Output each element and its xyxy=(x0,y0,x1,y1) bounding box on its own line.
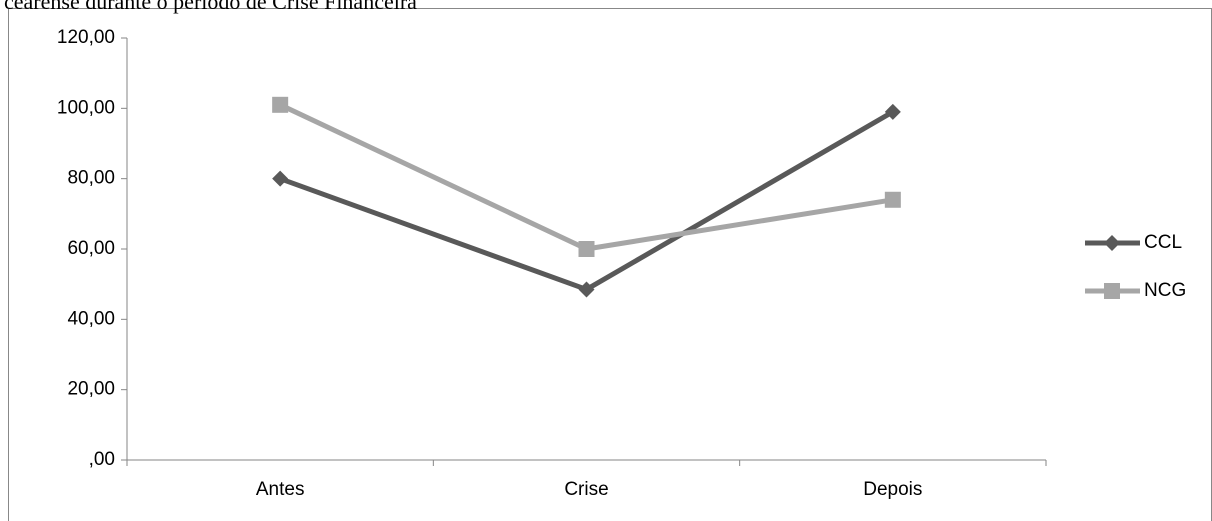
point xyxy=(272,170,289,187)
legend-marker xyxy=(1104,283,1120,299)
y-tick-label: 80,00 xyxy=(67,168,115,189)
x-tick-label: Depois xyxy=(863,479,922,500)
y-tick-label: 100,00 xyxy=(57,97,115,118)
point xyxy=(272,96,289,113)
x-tick-label: Antes xyxy=(256,479,305,500)
y-tick-label: 40,00 xyxy=(67,308,115,329)
legend-label: CCL xyxy=(1144,232,1182,253)
y-tick-label: ,00 xyxy=(89,449,115,470)
caption: cearense durante o período de Crise Fina… xyxy=(4,0,417,14)
chart-frame xyxy=(8,8,1212,521)
point xyxy=(578,241,595,257)
legend-marker xyxy=(1104,235,1120,251)
point xyxy=(884,191,901,208)
point xyxy=(884,103,901,120)
y-tick-label: 60,00 xyxy=(67,238,115,259)
x-tick-label: Crise xyxy=(564,479,608,500)
legend-label: NCG xyxy=(1144,280,1186,301)
y-tick-label: 20,00 xyxy=(67,379,115,400)
y-tick-label: 120,00 xyxy=(57,27,115,48)
point xyxy=(578,281,595,298)
